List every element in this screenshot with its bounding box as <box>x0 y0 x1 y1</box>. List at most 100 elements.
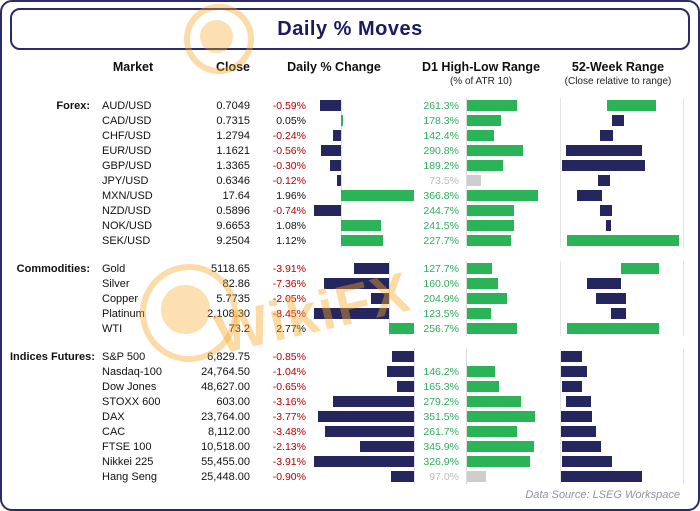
market-name: GBP/USD <box>102 159 152 172</box>
daily-change-bar <box>333 396 414 407</box>
wk52-bar-cell <box>548 394 688 409</box>
d1-range-bar <box>467 100 518 111</box>
table-row: Silver 82.86 -7.36% 160.0% <box>10 276 688 291</box>
table-row: Nasdaq-100 24,764.50 -1.04% 146.2% <box>10 364 688 379</box>
d1-range-bar-cell <box>466 113 548 128</box>
d1-range-value: 279.2% <box>423 395 459 408</box>
wk52-track <box>560 128 684 143</box>
wk52-bar-cell <box>548 261 688 276</box>
wk52-bar <box>597 175 610 186</box>
d1-range-value: 204.9% <box>423 292 459 305</box>
wk52-bar <box>562 456 613 467</box>
table-row: NZD/USD 0.5896 -0.74% 244.7% <box>10 203 688 218</box>
wk52-track <box>560 158 684 173</box>
wk52-bar <box>561 351 582 362</box>
d1-range-value: 326.9% <box>423 455 459 468</box>
market-name: Gold <box>102 262 126 275</box>
title-box: Daily % Moves <box>10 8 690 50</box>
daily-change-value: -3.48% <box>272 425 306 438</box>
d1-range-bar <box>467 456 531 467</box>
close-value: 1.3365 <box>216 159 250 172</box>
daily-change-value: -0.30% <box>272 159 306 172</box>
table-row: GBP/USD 1.3365 -0.30% 189.2% <box>10 158 688 173</box>
market-name: SEK/USD <box>102 234 151 247</box>
d1-range-bar <box>467 366 496 377</box>
daily-change-bar <box>314 456 414 467</box>
wk52-bar <box>561 426 597 437</box>
wk52-track <box>560 233 684 248</box>
wk52-bar <box>620 263 659 274</box>
daily-zero-axis <box>414 364 415 379</box>
wk52-bar <box>567 235 680 246</box>
daily-change-bar-cell <box>314 218 414 233</box>
d1-range-bar <box>467 381 499 392</box>
market-name: WTI <box>102 322 123 335</box>
wk52-track <box>560 349 684 364</box>
d1-range-value: 345.9% <box>423 440 459 453</box>
d1-range-bar <box>467 308 491 319</box>
table-row: Hang Seng 25,448.00 -0.90% 97.0% <box>10 469 688 484</box>
close-value: 48,627.00 <box>201 380 250 393</box>
daily-change-bar-cell <box>314 454 415 469</box>
daily-change-bar-cell <box>314 113 414 128</box>
header-52wk-range: 52-Week Range <box>571 60 665 74</box>
header-52wk-subtitle: (Close relative to range) <box>564 76 672 87</box>
daily-change-bar-cell <box>314 276 414 291</box>
close-value: 17.64 <box>222 189 250 202</box>
daily-change-value: -0.90% <box>272 470 306 483</box>
daily-change-value: -2.13% <box>272 440 306 453</box>
close-value: 2,108.30 <box>207 307 250 320</box>
wk52-bar <box>562 160 646 171</box>
market-name: AUD/USD <box>102 99 152 112</box>
d1-range-bar <box>467 205 515 216</box>
group-label: Commodities: <box>16 262 90 275</box>
wk52-track <box>560 306 684 321</box>
d1-range-bar <box>467 115 502 126</box>
wk52-bar <box>611 308 626 319</box>
wk52-bar <box>561 366 587 377</box>
daily-change-bar-cell <box>314 98 414 113</box>
wk52-bar-cell <box>548 113 688 128</box>
market-name: MXN/USD <box>102 189 153 202</box>
daily-zero-axis <box>414 349 415 364</box>
wk52-bar-cell <box>548 454 688 469</box>
daily-change-bar <box>387 366 414 377</box>
market-name: Hang Seng <box>102 470 158 483</box>
d1-range-bar-cell <box>466 218 548 233</box>
market-name: EUR/USD <box>102 144 152 157</box>
wk52-bar-cell <box>548 233 688 248</box>
table-body: Forex: AUD/USD 0.7049 -0.59% 261.3% CAD/USD 0.… <box>10 98 688 484</box>
market-name: NOK/USD <box>102 219 153 232</box>
d1-range-bar <box>467 278 498 289</box>
d1-range-value: 189.2% <box>423 159 459 172</box>
daily-change-bar <box>317 411 414 422</box>
table-row: SEK/USD 9.2504 1.12% 227.7% <box>10 233 688 248</box>
daily-change-bar-cell <box>314 306 414 321</box>
wk52-bar <box>562 381 582 392</box>
daily-zero-axis <box>414 454 415 469</box>
d1-range-bar-cell <box>466 188 548 203</box>
daily-zero-axis <box>341 173 343 188</box>
header-daily-change: Daily % Change <box>287 60 381 74</box>
daily-change-bar-cell <box>314 379 415 394</box>
column-headers: Market Close Daily % Change D1 High-Low … <box>10 60 688 87</box>
header-d1-subtitle: (% of ATR 10) <box>449 76 513 87</box>
wk52-track <box>560 203 684 218</box>
daily-change-bar <box>324 426 414 437</box>
d1-range-bar <box>467 323 517 334</box>
market-name: STOXX 600 <box>102 395 161 408</box>
daily-change-value: -3.16% <box>272 395 306 408</box>
close-value: 1.2794 <box>216 129 250 142</box>
table-row: EUR/USD 1.1621 -0.56% 290.8% <box>10 143 688 158</box>
table-row: Forex: AUD/USD 0.7049 -0.59% 261.3% <box>10 98 688 113</box>
daily-change-bar <box>336 175 342 186</box>
group-label: Indices Futures: <box>10 350 95 363</box>
daily-change-bar <box>341 235 383 246</box>
d1-range-bar <box>467 263 492 274</box>
d1-range-value: 178.3% <box>423 114 459 127</box>
market-name: Nasdaq-100 <box>102 365 162 378</box>
daily-change-bar-cell <box>314 469 415 484</box>
daily-change-value: 1.08% <box>276 219 306 232</box>
table-row: Indices Futures: S&P 500 6,829.75 -0.85% <box>10 349 688 364</box>
wk52-track <box>560 454 684 469</box>
